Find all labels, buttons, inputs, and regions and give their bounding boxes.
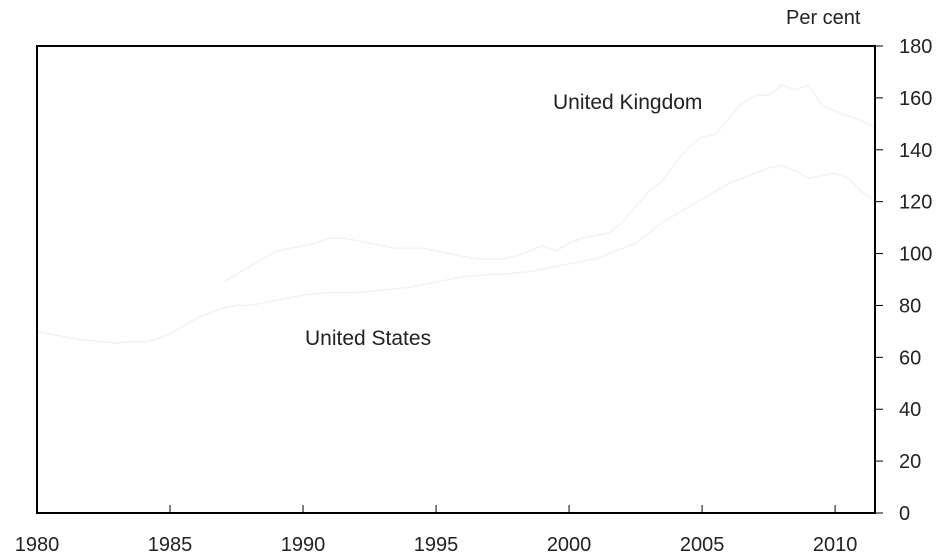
series-lines bbox=[36, 84, 876, 344]
series-label-united-states: United States bbox=[305, 327, 431, 350]
y-tick-label: 160 bbox=[899, 88, 932, 110]
y-tick-label: 60 bbox=[899, 347, 921, 369]
x-tick-label: 1980 bbox=[15, 534, 60, 556]
x-tick-label: 1985 bbox=[148, 534, 193, 556]
y-tick-label: 100 bbox=[899, 244, 932, 266]
y-tick-label: 20 bbox=[899, 451, 921, 473]
y-tick-label: 120 bbox=[899, 192, 932, 214]
y-tick-label: 140 bbox=[899, 140, 932, 162]
plot-frame bbox=[36, 45, 876, 514]
y-axis-ticks: 0 20 40 60 80 100 120 140 160 180 bbox=[875, 36, 932, 525]
y-tick-label: 180 bbox=[899, 36, 932, 58]
x-tick-label: 1990 bbox=[281, 534, 326, 556]
y-tick-label: 0 bbox=[899, 503, 910, 525]
x-tick-label: 2000 bbox=[547, 534, 592, 556]
y-axis-unit-label: Per cent bbox=[786, 7, 861, 29]
x-tick-label: 2010 bbox=[813, 534, 858, 556]
y-tick-label: 40 bbox=[899, 399, 921, 421]
series-label-united-kingdom: United Kingdom bbox=[553, 91, 702, 114]
x-axis-ticks: 1980 1985 1990 1995 2000 2005 2010 bbox=[15, 505, 858, 556]
series-line-united-kingdom bbox=[222, 84, 876, 283]
y-tick-label: 80 bbox=[899, 295, 921, 317]
series-line-united-states bbox=[36, 164, 876, 344]
x-tick-label: 1995 bbox=[414, 534, 459, 556]
x-tick-label: 2005 bbox=[680, 534, 725, 556]
